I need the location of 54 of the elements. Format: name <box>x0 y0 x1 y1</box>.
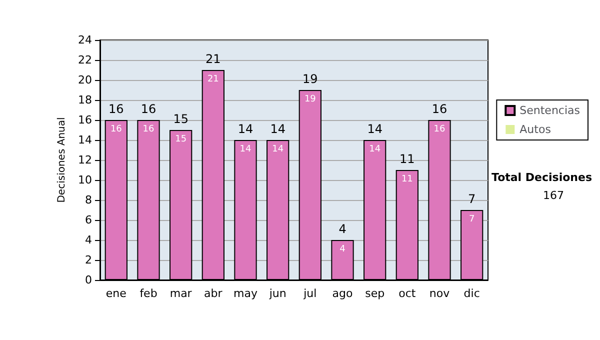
data-label: 21 <box>207 74 219 84</box>
x-tick-label: nov <box>429 287 450 300</box>
y-tick-label: 24 <box>78 34 92 46</box>
y-tick-label: 16 <box>78 114 92 126</box>
total-label: 14 <box>238 122 254 136</box>
data-label: 14 <box>272 144 284 154</box>
x-tick-label: ene <box>106 287 127 300</box>
x-tick-label: sep <box>365 287 385 300</box>
y-tick-label: 2 <box>85 254 92 266</box>
total-label: 14 <box>270 122 286 136</box>
legend-label: Sentencias <box>520 104 580 117</box>
y-tick-label: 10 <box>78 174 92 186</box>
y-tick-label: 0 <box>85 274 92 286</box>
total-label: 15 <box>173 112 188 126</box>
data-label: 15 <box>175 134 187 144</box>
data-label: 11 <box>401 174 413 184</box>
x-tick-label: ago <box>332 287 353 300</box>
y-tick-label: 8 <box>85 194 92 206</box>
x-tick-label: jun <box>268 287 286 300</box>
legend-label: Autos <box>520 123 552 136</box>
x-tick-label: may <box>234 287 258 300</box>
total-label: 16 <box>432 102 448 116</box>
data-label: 7 <box>468 214 475 224</box>
x-tick-label: mar <box>170 287 192 300</box>
data-label: 16 <box>142 124 154 134</box>
y-tick-label: 20 <box>78 74 92 86</box>
text: Total Decisiones <box>492 171 592 184</box>
x-tick-label: dic <box>464 287 480 300</box>
data-label: 19 <box>304 94 316 104</box>
total-label: 16 <box>140 102 156 116</box>
y-tick-label: 4 <box>85 234 92 246</box>
total-label: 19 <box>302 72 318 86</box>
data-label: 4 <box>340 244 346 254</box>
y-tick-label: 6 <box>85 214 92 226</box>
total-label: 16 <box>108 102 124 116</box>
text: 167 <box>543 189 564 202</box>
total-label: 11 <box>400 152 415 166</box>
total-label: 4 <box>338 222 346 236</box>
x-tick-label: jul <box>302 287 317 300</box>
y-tick-label: 18 <box>78 94 92 106</box>
data-label: 14 <box>369 144 381 154</box>
total-label: 14 <box>367 122 382 136</box>
total-label: 7 <box>468 192 476 206</box>
y-axis-title: Decisiones Anual <box>56 117 68 203</box>
x-tick-label: feb <box>140 287 158 300</box>
x-tick-label: abr <box>204 287 223 300</box>
data-label: 14 <box>240 144 252 154</box>
data-label: 16 <box>110 124 122 134</box>
x-tick-label: oct <box>398 287 416 300</box>
total-label: 21 <box>206 52 221 66</box>
data-label: 16 <box>434 124 446 134</box>
y-tick-label: 22 <box>78 54 92 66</box>
y-tick-label: 14 <box>78 134 92 146</box>
y-tick-label: 12 <box>78 154 92 166</box>
